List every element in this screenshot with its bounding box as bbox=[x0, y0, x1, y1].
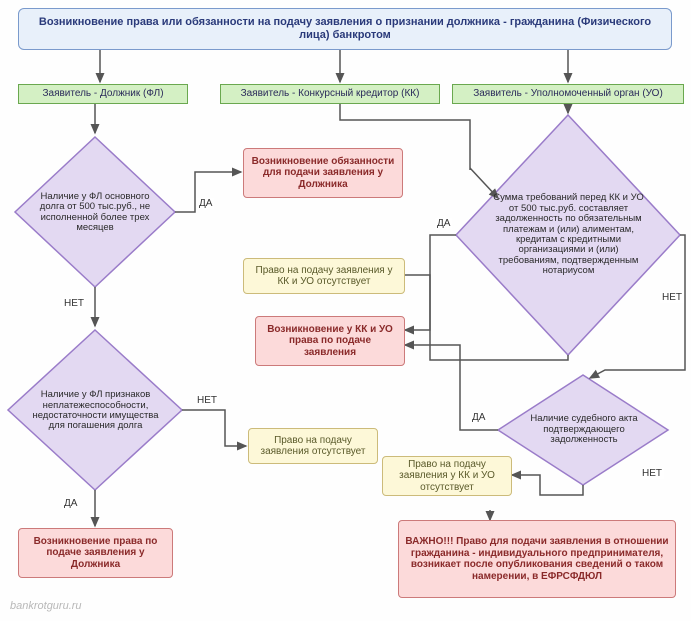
result-obligation-debtor: Возникновение обязанности для подачи зая… bbox=[243, 148, 403, 198]
result-right-creditor: Возникновение у КК и УО права по подаче … bbox=[255, 316, 405, 366]
applicant-creditor: Заявитель - Конкурсный кредитор (КК) bbox=[220, 84, 440, 104]
applicant-debtor: Заявитель - Должник (ФЛ) bbox=[18, 84, 188, 104]
label-yes: ДА bbox=[435, 218, 452, 229]
label-no: НЕТ bbox=[62, 298, 86, 309]
decision-claims-sum: Сумма требований перед КК и УО от 500 ты… bbox=[482, 165, 655, 305]
label-yes: ДА bbox=[197, 198, 214, 209]
decision-court-act: Наличие судебного акта подтверждающего з… bbox=[520, 400, 648, 460]
note-no-right: Право на подачу заявления отсутствует bbox=[248, 428, 378, 464]
note-no-right-kk-uo-1: Право на подачу заявления у КК и УО отсу… bbox=[243, 258, 405, 294]
decision-debt-500k: Наличие у ФЛ основного долга от 500 тыс.… bbox=[25, 175, 165, 250]
label-yes: ДА bbox=[470, 412, 487, 423]
decision-insolvency: Наличие у ФЛ признаков неплатежеспособно… bbox=[18, 372, 173, 450]
label-no: НЕТ bbox=[195, 395, 219, 406]
label-no: НЕТ bbox=[660, 292, 684, 303]
label-yes: ДА bbox=[62, 498, 79, 509]
applicant-authority: Заявитель - Уполномоченный орган (УО) bbox=[452, 84, 684, 104]
result-important-note: ВАЖНО!!! Право для подачи заявления в от… bbox=[398, 520, 676, 598]
note-no-right-kk-uo-2: Право на подачу заявления у КК и УО отсу… bbox=[382, 456, 512, 496]
result-right-debtor: Возникновение права по подаче заявления … bbox=[18, 528, 173, 578]
label-no: НЕТ bbox=[640, 468, 664, 479]
watermark: bankrotguru.ru bbox=[10, 600, 82, 612]
flowchart-title: Возникновение права или обязанности на п… bbox=[18, 8, 672, 50]
